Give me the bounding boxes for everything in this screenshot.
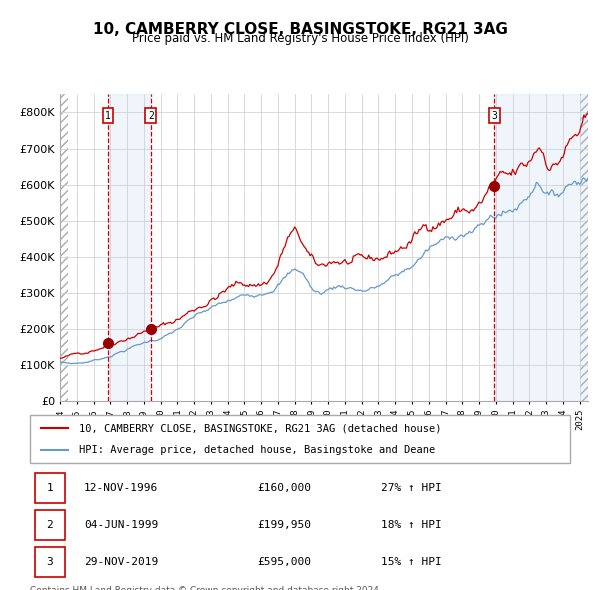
Bar: [580, 94, 588, 401]
FancyBboxPatch shape: [35, 547, 65, 577]
Text: 2: 2: [47, 520, 53, 530]
Text: 10, CAMBERRY CLOSE, BASINGSTOKE, RG21 3AG: 10, CAMBERRY CLOSE, BASINGSTOKE, RG21 3A…: [92, 22, 508, 37]
Bar: [108, 94, 151, 401]
Text: 1: 1: [47, 483, 53, 493]
FancyBboxPatch shape: [30, 415, 570, 463]
Text: 3: 3: [491, 111, 497, 121]
Text: 15% ↑ HPI: 15% ↑ HPI: [381, 557, 442, 567]
Text: 18% ↑ HPI: 18% ↑ HPI: [381, 520, 442, 530]
Text: £160,000: £160,000: [257, 483, 311, 493]
Text: Contains HM Land Registry data © Crown copyright and database right 2024.
This d: Contains HM Land Registry data © Crown c…: [30, 586, 382, 590]
Bar: [580, 94, 588, 401]
FancyBboxPatch shape: [35, 510, 65, 540]
Text: 10, CAMBERRY CLOSE, BASINGSTOKE, RG21 3AG (detached house): 10, CAMBERRY CLOSE, BASINGSTOKE, RG21 3A…: [79, 423, 441, 433]
Text: 27% ↑ HPI: 27% ↑ HPI: [381, 483, 442, 493]
Text: 2: 2: [148, 111, 154, 121]
Text: 12-NOV-1996: 12-NOV-1996: [84, 483, 158, 493]
Text: 1: 1: [105, 111, 111, 121]
Bar: [60, 94, 68, 401]
Text: 04-JUN-1999: 04-JUN-1999: [84, 520, 158, 530]
Text: £595,000: £595,000: [257, 557, 311, 567]
Text: HPI: Average price, detached house, Basingstoke and Deane: HPI: Average price, detached house, Basi…: [79, 445, 435, 455]
Text: Price paid vs. HM Land Registry's House Price Index (HPI): Price paid vs. HM Land Registry's House …: [131, 32, 469, 45]
FancyBboxPatch shape: [35, 473, 65, 503]
Bar: [494, 94, 588, 401]
Text: £199,950: £199,950: [257, 520, 311, 530]
Text: 3: 3: [47, 557, 53, 567]
Text: 29-NOV-2019: 29-NOV-2019: [84, 557, 158, 567]
Bar: [60, 94, 68, 401]
